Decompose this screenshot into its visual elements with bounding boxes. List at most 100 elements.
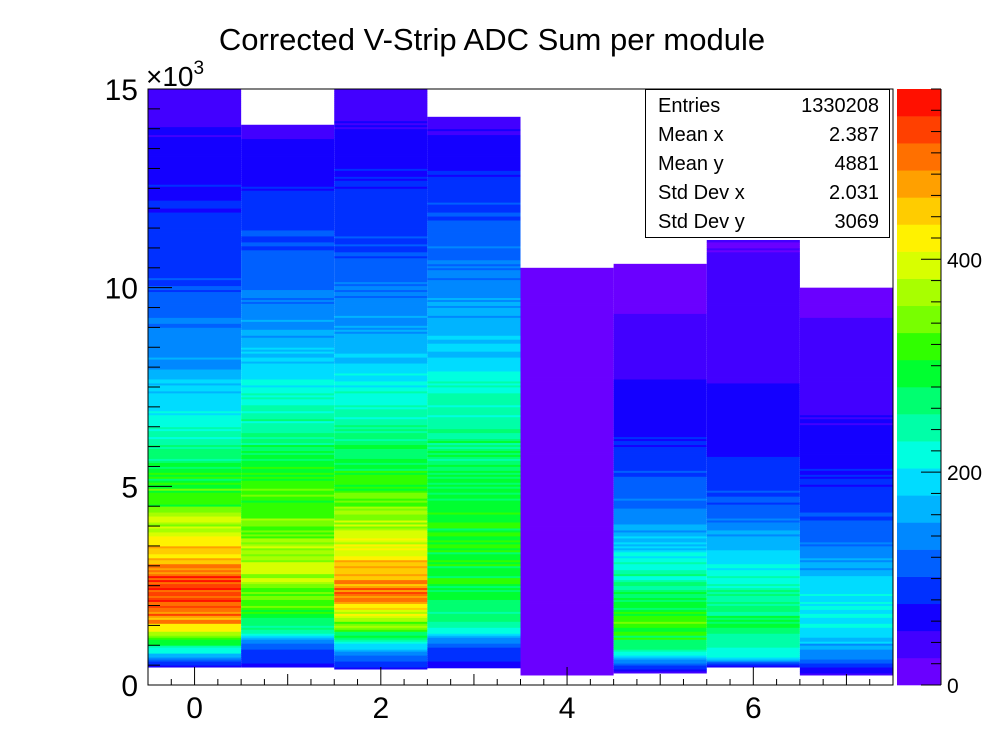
heatmap-cell [706,528,800,531]
y-exponent-label: ×103 [146,58,204,92]
heatmap-cell [706,607,800,610]
heatmap-cell [520,379,614,382]
heatmap-cell [706,518,800,521]
heatmap-cell [148,623,242,626]
heatmap-cell [799,388,894,392]
heatmap-cell [427,188,521,191]
heatmap-cell [334,470,428,473]
heatmap-cell [520,651,614,654]
heatmap-cell [799,545,894,549]
heatmap-cell [334,434,428,438]
heatmap-cell [241,323,335,326]
heatmap-cell [334,593,428,596]
heatmap-cell [613,299,707,302]
heatmap-cell [427,536,521,539]
heatmap-cell [520,528,614,531]
heatmap-cell [613,567,707,571]
heatmap-cell [520,373,614,376]
heatmap-cell [334,337,428,340]
heatmap-cell [427,472,521,475]
heatmap-cell [148,408,242,412]
heatmap-cell [241,462,335,465]
heatmap-cell [148,194,242,197]
heatmap-cell [427,156,521,159]
heatmap-cell [241,438,335,442]
heatmap-cell [706,657,800,660]
heatmap-cell [613,333,707,336]
heatmap-cell [799,591,894,595]
heatmap-cell [148,188,242,191]
heatmap-cell [241,327,335,330]
heatmap-cell [613,442,707,446]
heatmap-cell [334,617,428,620]
heatmap-cell [334,375,428,378]
heatmap-cell [241,607,335,610]
heatmap-cell [520,631,614,634]
heatmap-cell [520,510,614,513]
heatmap-cell [613,472,707,475]
heatmap-cell [427,635,521,638]
heatmap-cell [148,440,242,444]
heatmap-cell [241,528,335,531]
heatmap-cell [148,575,242,579]
heatmap-cell [427,619,521,622]
heatmap-cell [520,434,614,438]
heatmap-cell [613,398,707,402]
heatmap-cell [799,345,894,348]
heatmap-cell [706,343,800,346]
heatmap-cell [334,629,428,632]
heatmap-cell [613,603,707,606]
heatmap-cell [334,502,428,505]
heatmap-cell [427,490,521,493]
heatmap-cell [148,186,242,189]
heatmap-cell [334,643,428,646]
x-tick-label: 0 [186,692,203,725]
heatmap-cell [613,351,707,354]
heatmap-cell [799,333,894,336]
heatmap-cell [427,484,521,487]
heatmap-cell [799,291,894,295]
heatmap-cell [334,128,428,132]
heatmap-cell [427,383,521,386]
heatmap-cell [706,247,800,251]
heatmap-cell [241,150,335,153]
heatmap-cell [799,573,894,577]
heatmap-cell [241,450,335,453]
heatmap-cell [334,639,428,642]
heatmap-cell [334,605,428,608]
y-exponent-power: 3 [194,58,205,79]
heatmap-cell [427,373,521,376]
heatmap-cell [520,605,614,608]
heatmap-cell [427,305,521,308]
heatmap-cell [799,655,894,658]
heatmap-cell [148,444,242,447]
heatmap-cell [334,607,428,610]
heatmap-cell [706,524,800,527]
stats-key: Mean y [658,153,724,175]
heatmap-cell [148,325,242,328]
heatmap-cell [334,295,428,298]
heatmap-cell [427,432,521,436]
heatmap-cell [799,561,894,565]
heatmap-cell [613,506,707,509]
heatmap-cell [241,373,335,376]
heatmap-cell [241,422,335,426]
heatmap-cell [148,259,242,263]
heatmap-cell [706,643,800,646]
heatmap-cell [520,444,614,447]
heatmap-cell [520,609,614,612]
heatmap-cell [613,508,707,511]
color-scale-band [897,441,941,469]
heatmap-cell [706,414,800,418]
heatmap-cell [799,305,894,308]
heatmap-cell [427,601,521,604]
heatmap-cell [520,496,614,499]
heatmap-cell [148,412,242,416]
heatmap-cell [148,311,242,314]
heatmap-cell [334,98,428,102]
color-scale-band [897,197,941,225]
heatmap-cell [613,295,707,298]
heatmap-cell [334,253,428,257]
heatmap-cell [334,257,428,261]
heatmap-cell [799,593,894,596]
